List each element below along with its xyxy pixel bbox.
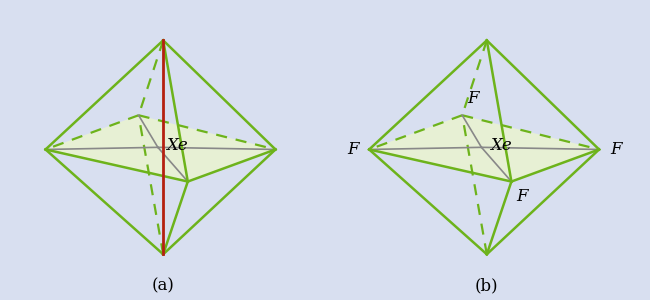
Text: F: F [347, 141, 358, 158]
Polygon shape [369, 147, 512, 182]
Text: Xe: Xe [166, 137, 188, 154]
Polygon shape [369, 115, 482, 149]
Polygon shape [46, 147, 188, 182]
Polygon shape [46, 115, 158, 149]
Text: Xe: Xe [490, 137, 512, 154]
Polygon shape [482, 147, 599, 182]
Text: (b): (b) [475, 278, 499, 295]
Polygon shape [158, 147, 276, 182]
Text: (a): (a) [151, 278, 175, 295]
Polygon shape [138, 115, 276, 149]
Text: F: F [467, 90, 479, 107]
Text: F: F [610, 141, 621, 158]
Polygon shape [462, 115, 599, 149]
Text: F: F [517, 188, 528, 205]
